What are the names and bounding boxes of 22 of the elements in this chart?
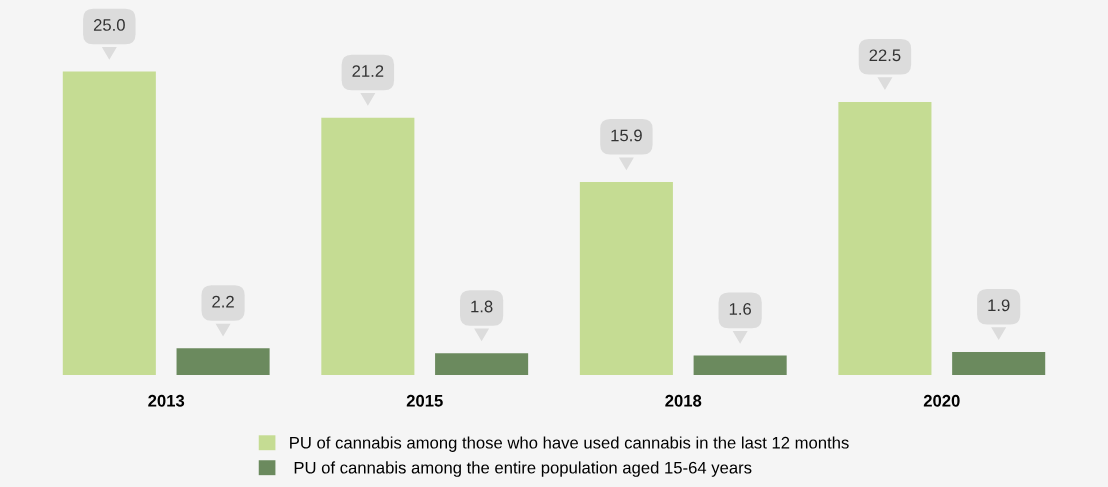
x-tick-label: 2013	[148, 394, 185, 407]
x-tick-label: 2020	[923, 394, 960, 407]
bar	[579, 182, 673, 375]
bar	[176, 348, 270, 375]
legend-label: PU of cannabis among those who have used cannabis in the last 12 months	[290, 436, 849, 452]
bar	[321, 117, 415, 375]
data-label: 1.6	[729, 303, 751, 315]
data-label: 2.2	[212, 295, 234, 308]
bar	[693, 355, 787, 375]
legend-label: PU of cannabis among the entire population aged 15-64 years	[294, 461, 752, 477]
data-label: 25.0	[93, 19, 125, 31]
data-label: 1.9	[988, 299, 1010, 312]
bar	[435, 353, 529, 375]
bar	[952, 351, 1046, 375]
x-tick-label: 2018	[665, 394, 702, 407]
data-label: 1.8	[471, 300, 493, 313]
data-label: 21.2	[352, 65, 384, 77]
bar	[838, 101, 932, 375]
data-label: 15.9	[611, 129, 642, 142]
bar	[62, 71, 156, 375]
data-label: 22.5	[869, 49, 901, 62]
x-tick-label: 2015	[406, 394, 443, 407]
